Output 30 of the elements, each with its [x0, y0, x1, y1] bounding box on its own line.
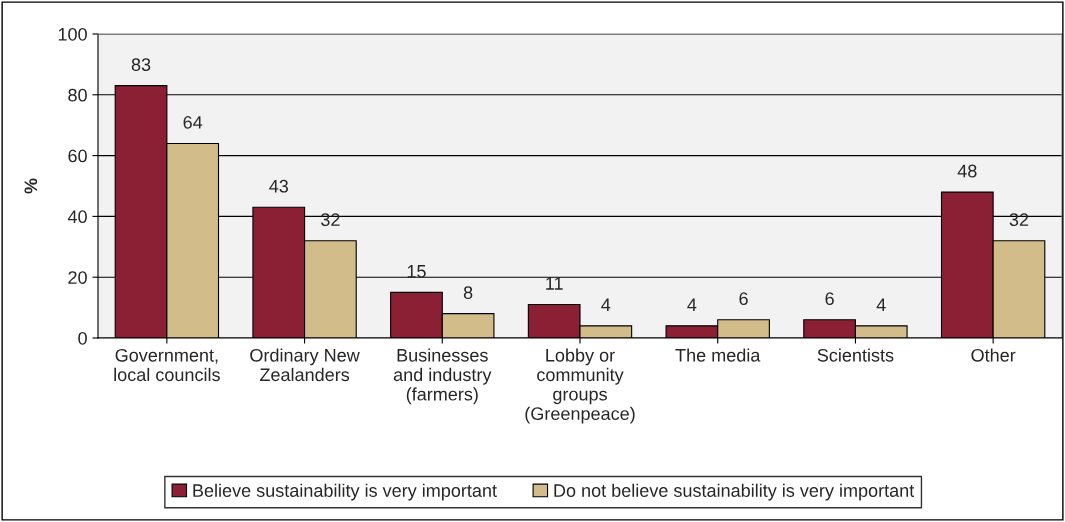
- x-tick-label: Government, local councils: [114, 348, 220, 382]
- legend-label: Believe sustainability is very important: [193, 483, 497, 501]
- x-tick-label: Scientists: [817, 348, 894, 362]
- data-label: 32: [321, 213, 340, 227]
- data-label: 8: [463, 286, 473, 299]
- y-tick-label: 40: [67, 210, 87, 224]
- data-label: 15: [407, 265, 426, 278]
- y-tick-label: 100: [58, 27, 87, 41]
- x-tick-label: Businesses and industry (farmers): [393, 348, 492, 405]
- legend-label: Do not believe sustainability is very important: [554, 483, 915, 501]
- data-label: 83: [131, 58, 151, 71]
- data-label: 64: [183, 115, 203, 129]
- data-label: 32: [1009, 213, 1029, 227]
- data-label: 4: [601, 298, 611, 311]
- y-tick-label: 0: [78, 331, 87, 345]
- x-tick-label: Lobby or community groups (Greenpeace): [525, 348, 635, 424]
- x-tick-label: Ordinary New Zealanders: [250, 348, 360, 382]
- data-label: 6: [739, 292, 748, 306]
- data-label: 6: [825, 292, 834, 306]
- y-axis-title: %: [24, 178, 38, 194]
- data-label: 48: [957, 164, 977, 178]
- data-label: 4: [876, 298, 886, 311]
- data-label: 11: [546, 277, 563, 290]
- data-label: 4: [687, 298, 697, 311]
- data-label: 43: [269, 179, 288, 193]
- x-tick-label: The media: [675, 348, 761, 362]
- y-tick-label: 20: [68, 271, 87, 284]
- x-tick-label: Other: [971, 348, 1016, 362]
- y-tick-label: 60: [68, 149, 87, 163]
- y-tick-label: 80: [68, 88, 87, 102]
